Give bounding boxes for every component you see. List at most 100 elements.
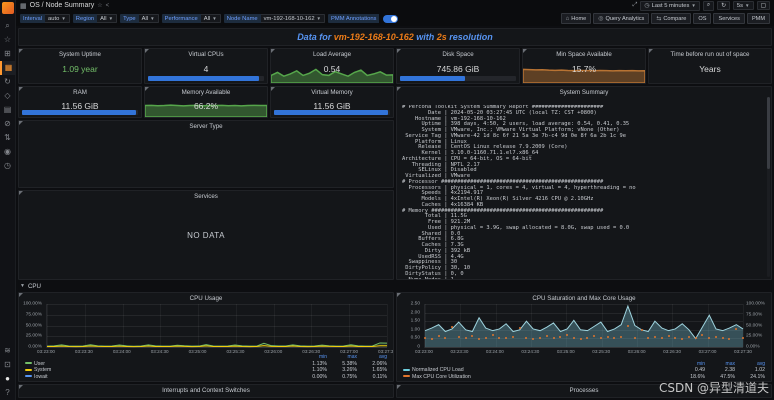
panel-title[interactable]: Interrupts and Context Switches (162, 387, 250, 394)
stat-title[interactable]: Virtual Memory (311, 89, 353, 96)
legend-stat-header[interactable]: avg (756, 360, 765, 367)
scrollbar-thumb[interactable] (767, 97, 770, 169)
panel-links-icon[interactable] (145, 49, 149, 53)
plot-area[interactable] (46, 304, 388, 348)
search-icon[interactable]: ⌕ (5, 21, 10, 30)
refresh-button[interactable]: ↻ (717, 1, 730, 10)
legend-stat-header[interactable]: max (725, 360, 735, 367)
refresh-interval-select[interactable]: 5s ▼ (732, 1, 754, 10)
data-point-dot (430, 337, 433, 340)
help-icon[interactable]: ? (5, 388, 10, 397)
legend-series-name[interactable]: Iowait (23, 374, 299, 380)
panel-links-icon[interactable] (145, 87, 149, 91)
x-axis-tick: 03:23:30 (450, 349, 469, 354)
legend-series-name[interactable]: Max CPU Core Utilization (401, 374, 677, 380)
cycle-view-icon[interactable]: ⤢ (632, 2, 638, 8)
explore-icon[interactable]: ◇ (4, 91, 11, 100)
filter-value-dropdown[interactable]: All ▼ (138, 14, 159, 23)
panel-links-icon[interactable] (397, 385, 401, 389)
filter-value-dropdown[interactable]: vm-192-168-10-162 ▼ (260, 14, 326, 23)
stat-title[interactable]: Virtual CPUs (188, 51, 224, 58)
gauge-track (274, 110, 390, 115)
data-point-dot (586, 336, 589, 339)
pmm-dashboards-icon[interactable]: ▦ (0, 61, 16, 75)
grafana-logo[interactable] (1, 2, 14, 14)
panel-links-icon[interactable] (271, 49, 275, 53)
gridline (47, 304, 48, 347)
filter-value-dropdown[interactable]: All ▼ (200, 14, 221, 23)
users-icon[interactable]: ◉ (4, 147, 11, 156)
plot-area[interactable] (424, 304, 743, 348)
panel-title[interactable]: System Summary (559, 89, 609, 96)
panel-title[interactable]: Server Type (189, 123, 223, 130)
legend-stat-header[interactable]: max (347, 354, 357, 361)
nav-button-home[interactable]: ⌂ Home (560, 13, 592, 24)
filter-value-dropdown[interactable]: All ▼ (97, 14, 118, 23)
stat-value: 66.2% (193, 100, 219, 111)
panel-links-icon[interactable] (19, 385, 23, 389)
profile-avatar[interactable]: ● (5, 374, 10, 383)
star-dashboard-icon[interactable]: ☆ (97, 3, 103, 9)
security-icon[interactable]: ⊘ (4, 119, 11, 128)
legend-row: Iowait 0.00% 0.75% 0.11% (23, 374, 389, 380)
plugins-icon[interactable]: ⊡ (4, 360, 11, 369)
panel-title[interactable]: CPU Usage (189, 295, 223, 302)
nav-buttons: ⌂ Home ◎ Query Analytics ⇆ Compare OS Services P… (560, 13, 770, 24)
panel-title[interactable]: Services (194, 193, 218, 200)
stat-panel-ram: RAM 11.56 GiB (18, 86, 142, 118)
dashboards-icon[interactable]: ⊞ (4, 49, 11, 58)
stat-title[interactable]: System Uptime (59, 51, 101, 58)
legend-stat-value: 18.6% (690, 373, 705, 380)
panel-links-icon[interactable] (397, 87, 401, 91)
nav-button-services[interactable]: Services (713, 13, 745, 24)
data-point-dot (572, 336, 575, 339)
legend-series-name[interactable]: Normalized CPU Load (401, 367, 677, 373)
stat-title[interactable]: Memory Available (181, 89, 231, 96)
panel-title[interactable]: Processes (569, 387, 599, 394)
layers-icon[interactable]: ≋ (4, 346, 11, 355)
legend-stat-header[interactable]: min (318, 354, 327, 361)
panel-links-icon[interactable] (271, 87, 275, 91)
nav-button-os[interactable]: OS (693, 13, 712, 24)
analytics-icon[interactable]: ▤ (3, 105, 12, 114)
panel-links-icon[interactable] (649, 49, 653, 53)
alerting-icon[interactable]: ⇅ (4, 133, 11, 142)
stat-title[interactable]: Load Average (312, 51, 352, 58)
stat-title[interactable]: Min Space Available (556, 51, 612, 58)
recent-icon[interactable]: ◷ (4, 161, 11, 170)
panel-links-icon[interactable] (19, 49, 23, 53)
panel-links-icon[interactable] (523, 49, 527, 53)
kiosk-mode-button[interactable]: ▢ (756, 1, 770, 10)
legend-series-name[interactable]: System (23, 367, 299, 373)
panel-links-icon[interactable] (19, 87, 23, 91)
time-range-picker[interactable]: ◷ Last 5 minutes ▼ (640, 0, 700, 11)
breadcrumb[interactable]: OS / Node Summary (29, 2, 95, 9)
starred-icon[interactable]: ☆ (3, 35, 12, 44)
stat-title[interactable]: Disk Space (442, 51, 474, 58)
panel-links-icon[interactable] (397, 49, 401, 53)
nav-button-compare[interactable]: ⇆ Compare (651, 13, 692, 24)
panel-links-icon[interactable] (19, 121, 23, 125)
gridline (349, 304, 351, 347)
legend-header-row: min max avg (23, 354, 389, 360)
panel-links-icon[interactable] (397, 293, 401, 297)
history-icon[interactable]: ↻ (4, 77, 11, 86)
legend-stat-header[interactable]: avg (378, 354, 387, 361)
zoom-out-button[interactable]: ⌕ (702, 0, 715, 11)
legend-stat-value: 0.00% (312, 373, 327, 380)
nav-button-pmm[interactable]: PMM (746, 13, 770, 24)
cpu-row-header[interactable]: ▼ CPU (18, 282, 772, 290)
stat-title[interactable]: RAM (73, 89, 87, 96)
panel-links-icon[interactable] (19, 293, 23, 297)
annotations-toggle[interactable] (383, 14, 399, 23)
filter-value-dropdown[interactable]: auto ▼ (45, 14, 70, 23)
stat-title[interactable]: Time before run out of space (670, 51, 750, 58)
share-dashboard-icon[interactable]: < (105, 2, 110, 9)
panel-links-icon[interactable] (19, 191, 23, 195)
scrollbar[interactable] (767, 97, 770, 277)
panel-title[interactable]: CPU Saturation and Max Core Usage (532, 295, 636, 302)
nav-button-query-analytics[interactable]: ◎ Query Analytics (593, 13, 650, 24)
x-axis-tick: 03:24:30 (150, 349, 169, 354)
legend-series-name[interactable]: User (23, 361, 299, 367)
legend-stat-header[interactable]: min (696, 360, 705, 367)
